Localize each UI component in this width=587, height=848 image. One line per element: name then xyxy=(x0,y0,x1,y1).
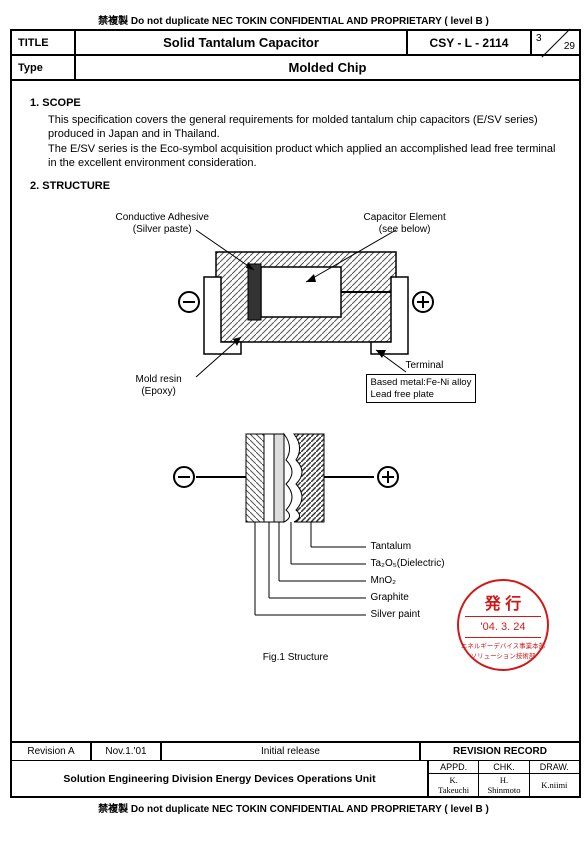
page-number: 3 29 xyxy=(532,31,579,54)
label-graphite: Graphite xyxy=(371,592,409,604)
structure-heading: 2. STRUCTURE xyxy=(30,180,561,192)
label-tantalum: Tantalum xyxy=(371,541,412,553)
label-conductive-adhesive: Conductive Adhesive (Silver paste) xyxy=(116,212,209,236)
scope-body: This specification covers the general re… xyxy=(30,113,561,170)
appd-sign: K. Takeuchi xyxy=(429,774,479,796)
type-label: Type xyxy=(12,56,76,79)
label-mold-resin: Mold resin (Epoxy) xyxy=(136,374,182,398)
type-value: Molded Chip xyxy=(76,56,579,79)
confidential-footer: 禁複製 Do not duplicate NEC TOKIN CONFIDENT… xyxy=(10,798,577,817)
unit-name: Solution Engineering Division Energy Dev… xyxy=(12,761,429,796)
chk-header: CHK. xyxy=(479,761,529,773)
draw-header: DRAW. xyxy=(530,761,579,773)
content-area: 1. SCOPE This specification covers the g… xyxy=(12,81,579,741)
issue-stamp: 発 行 '04. 3. 24 エネルギーデバイス事業本部 ソリューション技術部 xyxy=(457,579,549,671)
revision-initial: Initial release xyxy=(162,743,421,760)
appd-header: APPD. xyxy=(429,761,479,773)
revision-date: Nov.1.'01 xyxy=(92,743,162,760)
draw-sign: K.niimi xyxy=(530,774,579,796)
title-label: TITLE xyxy=(12,31,76,54)
label-dielectric: Ta₂O₅(Dielectric) xyxy=(371,558,445,570)
scope-heading: 1. SCOPE xyxy=(30,97,561,109)
page-num: 3 xyxy=(536,33,542,44)
revision-a: Revision A xyxy=(12,743,92,760)
page-total: 29 xyxy=(564,41,575,52)
label-silver-paint: Silver paint xyxy=(371,609,420,621)
diagram-layers: Tantalum Ta₂O₅(Dielectric) MnO₂ Graphite… xyxy=(76,422,516,642)
doc-code: CSY - L - 2114 xyxy=(408,31,532,54)
header-row-1: TITLE Solid Tantalum Capacitor CSY - L -… xyxy=(12,31,579,56)
label-terminal-detail: Based metal:Fe-Ni alloy Lead free plate xyxy=(366,374,477,403)
revision-record: REVISION RECORD xyxy=(421,743,579,760)
signature-row: Solution Engineering Division Energy Dev… xyxy=(12,760,579,796)
header-row-2: Type Molded Chip xyxy=(12,56,579,81)
revision-row: Revision A Nov.1.'01 Initial release REV… xyxy=(12,741,579,760)
diagram-cross-section: Conductive Adhesive (Silver paste) Capac… xyxy=(76,202,516,412)
page-frame: TITLE Solid Tantalum Capacitor CSY - L -… xyxy=(10,29,581,798)
confidential-header: 禁複製 Do not duplicate NEC TOKIN CONFIDENT… xyxy=(10,10,577,29)
layers-svg xyxy=(76,422,516,642)
doc-title: Solid Tantalum Capacitor xyxy=(76,31,408,54)
label-terminal: Terminal xyxy=(406,360,444,372)
chk-sign: H. Shinmoto xyxy=(479,774,529,796)
label-capacitor-element: Capacitor Element (see below) xyxy=(364,212,446,236)
label-mno2: MnO₂ xyxy=(371,575,397,587)
